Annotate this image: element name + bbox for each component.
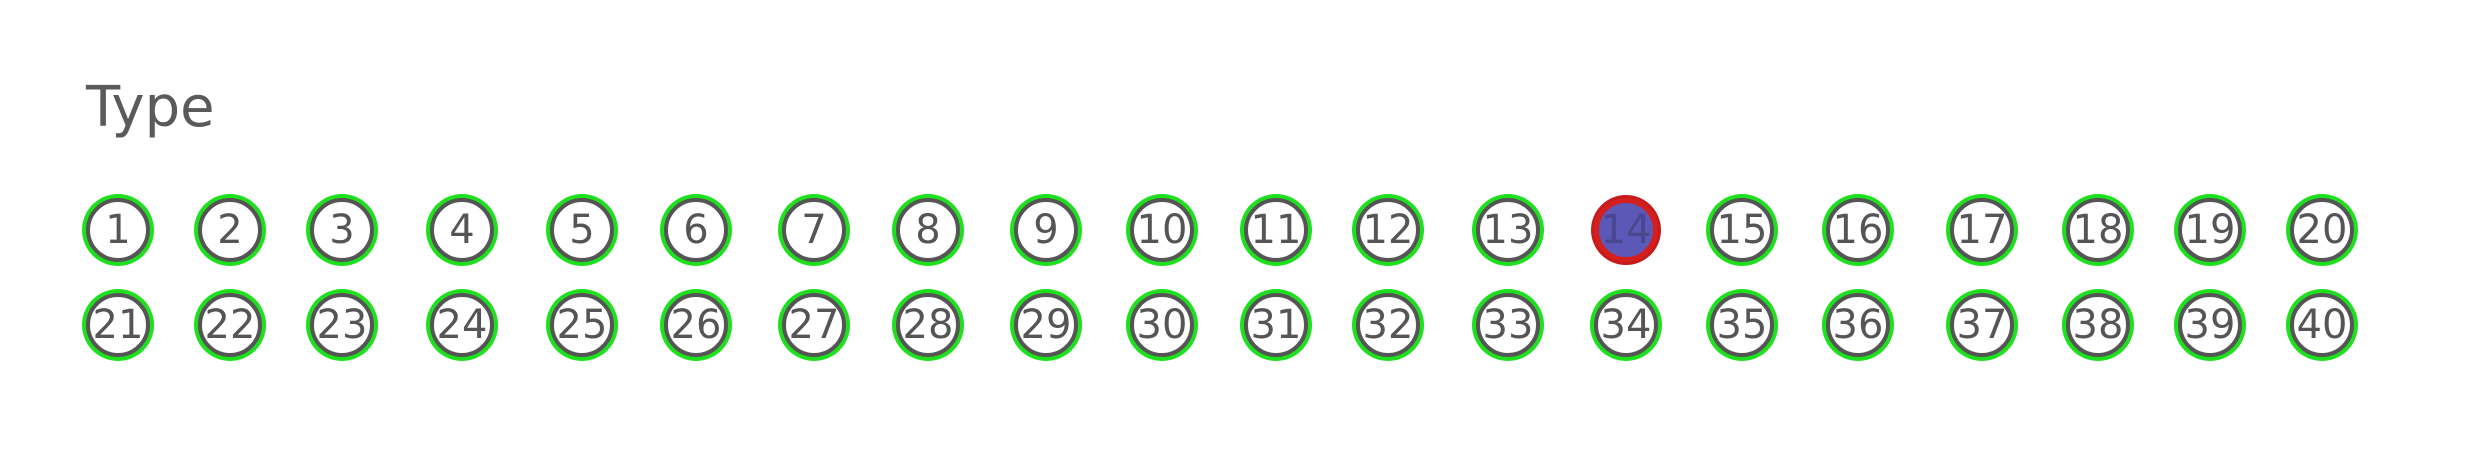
field-label: Type <box>86 75 215 140</box>
bubble-option[interactable]: 32 <box>1356 293 1420 357</box>
bubble-option[interactable]: 25 <box>550 293 614 357</box>
bubble-option[interactable]: 21 <box>86 293 150 357</box>
bubble-option[interactable]: 34 <box>1594 293 1658 357</box>
bubble-option[interactable]: 23 <box>310 293 374 357</box>
bubble-option[interactable]: 7 <box>782 198 846 262</box>
bubble-option[interactable]: 9 <box>1014 198 1078 262</box>
bubble-option[interactable]: 33 <box>1476 293 1540 357</box>
bubble-option[interactable]: 10 <box>1130 198 1194 262</box>
bubble-option[interactable]: 38 <box>2066 293 2130 357</box>
bubble-option[interactable]: 22 <box>198 293 262 357</box>
bubble-option[interactable]: 35 <box>1710 293 1774 357</box>
bubble-option[interactable]: 30 <box>1130 293 1194 357</box>
bubble-option[interactable]: 28 <box>896 293 960 357</box>
bubble-option[interactable]: 36 <box>1826 293 1890 357</box>
bubble-option[interactable]: 31 <box>1244 293 1308 357</box>
bubble-row-2: 21 22 23 24 25 26 27 28 29 30 31 32 33 34 35 36 37 38 39 40 <box>0 285 2480 365</box>
bubble-option[interactable]: 16 <box>1826 198 1890 262</box>
bubble-option[interactable]: 13 <box>1476 198 1540 262</box>
bubble-option[interactable]: 29 <box>1014 293 1078 357</box>
bubble-option[interactable]: 11 <box>1244 198 1308 262</box>
bubble-option[interactable]: 14 <box>1594 198 1658 262</box>
bubble-option[interactable]: 8 <box>896 198 960 262</box>
bubble-option[interactable]: 5 <box>550 198 614 262</box>
bubble-option[interactable]: 12 <box>1356 198 1420 262</box>
bubble-option[interactable]: 2 <box>198 198 262 262</box>
bubble-option[interactable]: 18 <box>2066 198 2130 262</box>
bubble-row-1: 1 2 3 4 5 6 7 8 9 10 11 12 13 14 15 16 17 18 19 20 <box>0 190 2480 270</box>
bubble-option[interactable]: 27 <box>782 293 846 357</box>
bubble-option[interactable]: 15 <box>1710 198 1774 262</box>
bubble-option[interactable]: 17 <box>1950 198 2014 262</box>
bubble-option[interactable]: 19 <box>2178 198 2242 262</box>
bubble-option[interactable]: 39 <box>2178 293 2242 357</box>
bubble-option[interactable]: 1 <box>86 198 150 262</box>
bubble-option[interactable]: 24 <box>430 293 494 357</box>
bubble-option[interactable]: 40 <box>2290 293 2354 357</box>
bubble-option[interactable]: 20 <box>2290 198 2354 262</box>
bubble-option[interactable]: 37 <box>1950 293 2014 357</box>
bubble-option[interactable]: 6 <box>664 198 728 262</box>
bubble-option[interactable]: 4 <box>430 198 494 262</box>
bubble-option[interactable]: 3 <box>310 198 374 262</box>
bubble-option[interactable]: 26 <box>664 293 728 357</box>
